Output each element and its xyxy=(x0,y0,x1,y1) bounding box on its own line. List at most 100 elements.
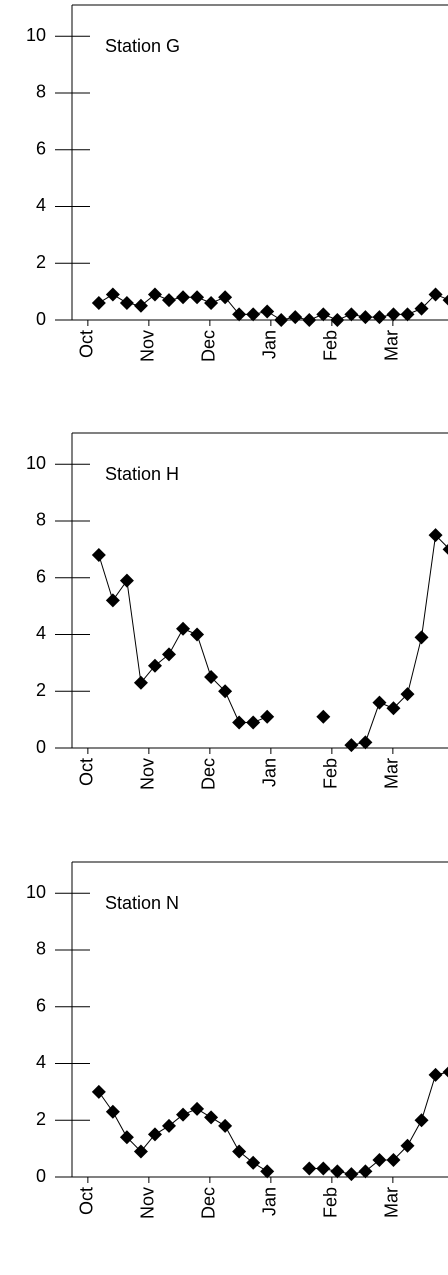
y-tick-label: 10 xyxy=(26,25,46,45)
data-point xyxy=(386,307,401,322)
data-point xyxy=(330,313,345,327)
data-point xyxy=(442,543,448,555)
y-tick-label: 8 xyxy=(36,82,46,102)
x-tick-label: Nov xyxy=(138,330,158,362)
data-point xyxy=(260,1164,275,1179)
y-tick-label: 0 xyxy=(36,1166,46,1186)
data-point xyxy=(400,1138,415,1153)
chart-title: Station N xyxy=(105,893,179,913)
y-tick-label: 10 xyxy=(26,453,46,473)
data-point xyxy=(133,1144,148,1159)
data-point xyxy=(119,573,134,588)
chart-title: Station H xyxy=(105,464,179,484)
x-tick-label: Nov xyxy=(138,758,158,790)
data-point xyxy=(161,1118,176,1133)
y-tick-label: 0 xyxy=(36,737,46,757)
y-tick-label: 4 xyxy=(36,1052,46,1072)
data-point xyxy=(358,1164,373,1179)
data-point xyxy=(428,528,443,543)
data-point xyxy=(147,287,162,302)
data-point xyxy=(91,548,106,563)
data-point xyxy=(302,1161,317,1176)
y-tick-label: 6 xyxy=(36,138,46,158)
y-tick-label: 8 xyxy=(36,939,46,959)
data-point xyxy=(218,684,233,699)
x-tick-label: Dec xyxy=(199,330,219,362)
y-tick-label: 6 xyxy=(36,566,46,586)
data-point xyxy=(133,298,148,313)
data-point xyxy=(372,310,387,325)
x-tick-label: Feb xyxy=(321,1187,341,1218)
data-point xyxy=(91,1084,106,1099)
y-tick-label: 6 xyxy=(36,995,46,1015)
y-tick-label: 2 xyxy=(36,680,46,700)
x-tick-label: Jan xyxy=(260,1187,280,1216)
data-point xyxy=(316,709,331,724)
y-tick-label: 0 xyxy=(36,309,46,329)
data-point xyxy=(246,1155,261,1170)
data-point xyxy=(232,307,247,322)
data-point xyxy=(105,593,120,608)
data-line xyxy=(351,534,448,746)
data-point xyxy=(316,1161,331,1176)
data-point xyxy=(232,715,247,730)
data-point xyxy=(204,670,219,685)
data-point xyxy=(218,1118,233,1133)
x-tick-label: Oct xyxy=(77,330,97,358)
x-tick-label: Oct xyxy=(77,758,97,786)
data-point xyxy=(358,735,373,750)
data-point xyxy=(133,675,148,690)
y-tick-label: 2 xyxy=(36,252,46,272)
data-point xyxy=(176,1107,191,1122)
data-point xyxy=(414,301,429,316)
data-point xyxy=(260,304,275,319)
x-tick-label: Mar xyxy=(382,758,402,789)
y-tick-label: 10 xyxy=(26,882,46,902)
data-point xyxy=(274,313,289,327)
data-point xyxy=(344,738,359,753)
data-point xyxy=(358,310,373,325)
data-line xyxy=(98,1091,268,1172)
x-tick-label: Mar xyxy=(382,330,402,361)
data-point xyxy=(442,1066,448,1078)
data-point xyxy=(105,287,120,302)
data-point xyxy=(442,294,448,306)
y-tick-label: 8 xyxy=(36,510,46,530)
data-point xyxy=(302,313,317,327)
data-point xyxy=(119,1130,134,1145)
data-point xyxy=(161,647,176,662)
data-point xyxy=(400,687,415,702)
data-point xyxy=(372,695,387,710)
data-point xyxy=(218,290,233,305)
data-point xyxy=(147,658,162,673)
data-point xyxy=(372,1152,387,1167)
x-tick-label: Oct xyxy=(77,1187,97,1215)
data-point xyxy=(330,1164,345,1179)
x-tick-label: Jan xyxy=(260,758,280,787)
x-tick-label: Jan xyxy=(260,330,280,359)
data-point xyxy=(414,1113,429,1128)
data-point xyxy=(161,293,176,308)
x-tick-label: Feb xyxy=(321,758,341,789)
data-point xyxy=(246,307,261,322)
data-point xyxy=(344,1167,359,1182)
data-point xyxy=(190,290,205,305)
data-point xyxy=(204,1110,219,1125)
data-point xyxy=(190,1101,205,1116)
data-point xyxy=(190,627,205,642)
x-tick-label: Nov xyxy=(138,1187,158,1219)
data-point xyxy=(176,290,191,305)
data-point xyxy=(176,621,191,636)
data-point xyxy=(147,1127,162,1142)
data-point xyxy=(400,307,415,322)
data-point xyxy=(344,307,359,322)
data-point xyxy=(428,1067,443,1082)
data-point xyxy=(246,715,261,730)
y-tick-label: 4 xyxy=(36,195,46,215)
data-point xyxy=(316,307,331,322)
x-tick-label: Dec xyxy=(199,758,219,790)
data-point xyxy=(386,701,401,716)
chart-title: Station G xyxy=(105,36,180,56)
data-point xyxy=(204,295,219,310)
